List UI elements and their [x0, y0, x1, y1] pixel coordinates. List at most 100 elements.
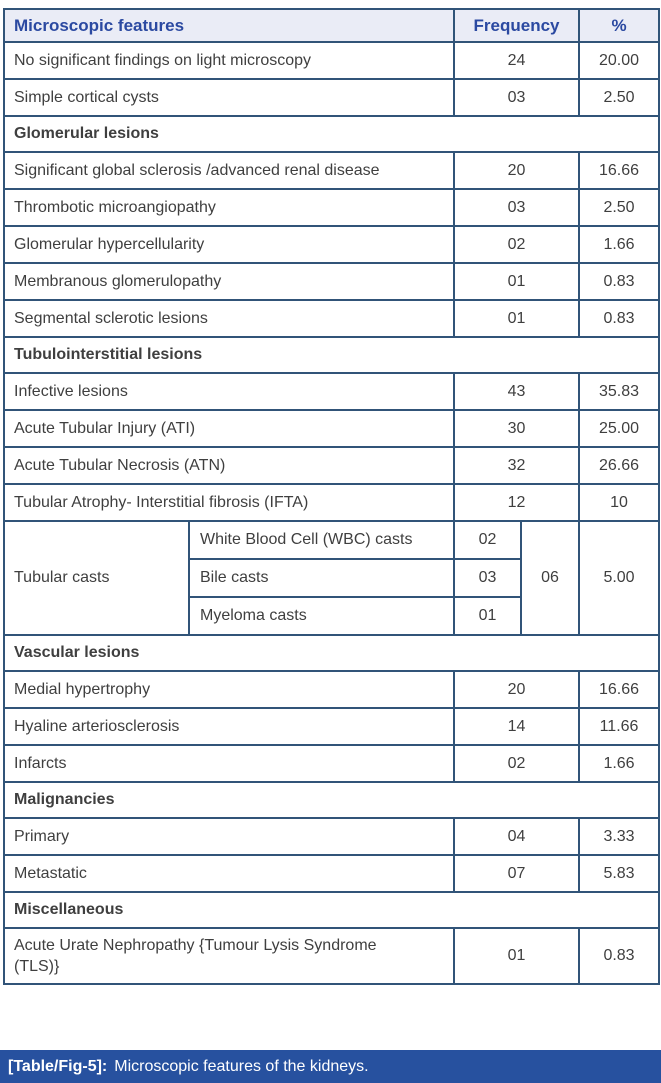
- feature-cell: Metastatic: [3, 854, 455, 893]
- feature-text: Segmental sclerotic lesions: [14, 310, 208, 327]
- feature-cell: Primary: [3, 817, 455, 856]
- section-row: Miscellaneous: [2, 891, 661, 929]
- frequency-cell: 30: [452, 409, 581, 448]
- percent-cell: 35.83: [578, 372, 661, 411]
- feature-text: Thrombotic microangiopathy: [14, 199, 216, 216]
- frequency-cell: 14: [452, 707, 581, 746]
- table-row: Primary 04 3.33: [3, 817, 661, 856]
- feature-text: Infective lesions: [14, 383, 128, 400]
- table-row: Simple cortical cysts 03 2.50: [3, 78, 661, 117]
- table-row: Hyaline arteriosclerosis 14 11.66: [3, 707, 661, 746]
- frequency-cell: 12: [452, 483, 581, 522]
- feature-cell: Thrombotic microangiopathy: [3, 188, 455, 227]
- table-row: Membranous glomerulopathy 01 0.83: [3, 262, 661, 301]
- cast-row: Bile casts 03: [4, 558, 659, 598]
- frequency-cell: 04: [452, 817, 581, 856]
- table-caption: [Table/Fig-5]: Microscopic features of t…: [0, 1050, 661, 1083]
- frequency-cell: 43: [452, 372, 581, 411]
- cast-percent: 5.00: [578, 520, 661, 636]
- feature-text: Acute Tubular Injury (ATI): [14, 420, 196, 437]
- table-header-row: Microscopic features Frequency %: [3, 8, 661, 43]
- microscopic-features-table: Microscopic features Frequency % No sign…: [2, 8, 661, 985]
- cast-item-label: Myeloma casts: [188, 596, 455, 636]
- feature-text: Tubular Atrophy- Interstitial fibrosis (…: [14, 494, 309, 511]
- feature-cell: Glomerular hypercellularity: [3, 225, 455, 264]
- percent-cell: 26.66: [578, 446, 661, 485]
- section-header-tubulointerstitial: Tubulointerstitial lesions: [2, 336, 661, 374]
- percent-cell: 3.33: [578, 817, 661, 856]
- feature-cell: Infective lesions: [3, 372, 455, 411]
- table-row: Metastatic 07 5.83: [3, 854, 661, 893]
- table-row: No significant findings on light microsc…: [3, 41, 661, 80]
- feature-cell: Acute Tubular Injury (ATI): [3, 409, 455, 448]
- section-row: Malignancies: [2, 781, 661, 819]
- caption-text: Microscopic features of the kidneys.: [114, 1057, 369, 1075]
- cast-row: Myeloma casts 01: [4, 596, 659, 636]
- caption-label: [Table/Fig-5]:: [8, 1057, 108, 1075]
- percent-cell: 25.00: [578, 409, 661, 448]
- feature-text: Primary: [14, 828, 70, 845]
- header-percent: %: [578, 8, 661, 43]
- feature-text: Infarcts: [14, 755, 67, 772]
- feature-cell: Membranous glomerulopathy: [3, 262, 455, 301]
- frequency-cell: 20: [452, 151, 581, 190]
- percent-cell: 2.50: [578, 188, 661, 227]
- percent-cell: 0.83: [578, 262, 661, 301]
- feature-text: No significant findings on light microsc…: [14, 52, 312, 69]
- frequency-cell: 32: [452, 446, 581, 485]
- percent-cell: 10: [578, 483, 661, 522]
- section-row: Tubulointerstitial lesions: [2, 336, 661, 374]
- feature-text: Metastatic: [14, 865, 87, 882]
- feature-text: Significant global sclerosis /advanced r…: [14, 162, 380, 179]
- header-frequency: Frequency: [452, 8, 581, 43]
- table-row: Thrombotic microangiopathy 03 2.50: [3, 188, 661, 227]
- table-row: Medial hypertrophy 20 16.66: [3, 670, 661, 709]
- percent-cell: 5.83: [578, 854, 661, 893]
- section-row: Glomerular lesions: [2, 115, 661, 153]
- feature-text: Acute Urate Nephropathy {Tumour Lysis Sy…: [14, 937, 377, 975]
- cast-total-frequency: 06: [519, 520, 581, 636]
- section-header-glomerular: Glomerular lesions: [2, 115, 661, 153]
- section-header-malignancies: Malignancies: [2, 781, 661, 819]
- feature-text: Membranous glomerulopathy: [14, 273, 222, 290]
- percent-cell: 11.66: [578, 707, 661, 746]
- table-row: Infarcts 02 1.66: [3, 744, 661, 783]
- cast-item-frequency: 02: [453, 520, 522, 560]
- table-row: Acute Tubular Necrosis (ATN) 32 26.66: [3, 446, 661, 485]
- percent-cell: 2.50: [578, 78, 661, 117]
- percent-cell: 1.66: [578, 744, 661, 783]
- frequency-cell: 24: [452, 41, 581, 80]
- frequency-cell: 01: [452, 927, 581, 985]
- feature-cell: No significant findings on light microsc…: [3, 41, 455, 80]
- frequency-cell: 01: [452, 262, 581, 301]
- frequency-cell: 03: [452, 188, 581, 227]
- percent-cell: 0.83: [578, 299, 661, 338]
- section-header-miscellaneous: Miscellaneous: [2, 891, 661, 929]
- feature-cell: Hyaline arteriosclerosis: [3, 707, 455, 746]
- table-row: Acute Tubular Injury (ATI) 30 25.00: [3, 409, 661, 448]
- feature-text: Acute Tubular Necrosis (ATN): [14, 457, 226, 474]
- frequency-cell: 03: [452, 78, 581, 117]
- feature-cell: Medial hypertrophy: [3, 670, 455, 709]
- cast-item-frequency: 01: [453, 596, 522, 636]
- cast-row: Tubular casts White Blood Cell (WBC) cas…: [3, 520, 661, 636]
- table-row: Significant global sclerosis /advanced r…: [3, 151, 661, 190]
- feature-cell: Segmental sclerotic lesions: [3, 299, 455, 338]
- frequency-cell: 01: [452, 299, 581, 338]
- frequency-cell: 07: [452, 854, 581, 893]
- cast-item-frequency: 03: [453, 558, 522, 598]
- cast-item-label: Bile casts: [188, 558, 455, 598]
- feature-cell: Acute Urate Nephropathy {Tumour Lysis Sy…: [3, 927, 455, 985]
- cast-item-label: White Blood Cell (WBC) casts: [188, 520, 455, 560]
- percent-cell: 20.00: [578, 41, 661, 80]
- header-feature: Microscopic features: [3, 8, 455, 43]
- table-row: Infective lesions 43 35.83: [3, 372, 661, 411]
- feature-cell: Infarcts: [3, 744, 455, 783]
- frequency-cell: 02: [452, 744, 581, 783]
- frequency-cell: 02: [452, 225, 581, 264]
- frequency-cell: 20: [452, 670, 581, 709]
- section-row: Vascular lesions: [2, 634, 661, 672]
- section-header-vascular: Vascular lesions: [2, 634, 661, 672]
- feature-cell: Tubular Atrophy- Interstitial fibrosis (…: [3, 483, 455, 522]
